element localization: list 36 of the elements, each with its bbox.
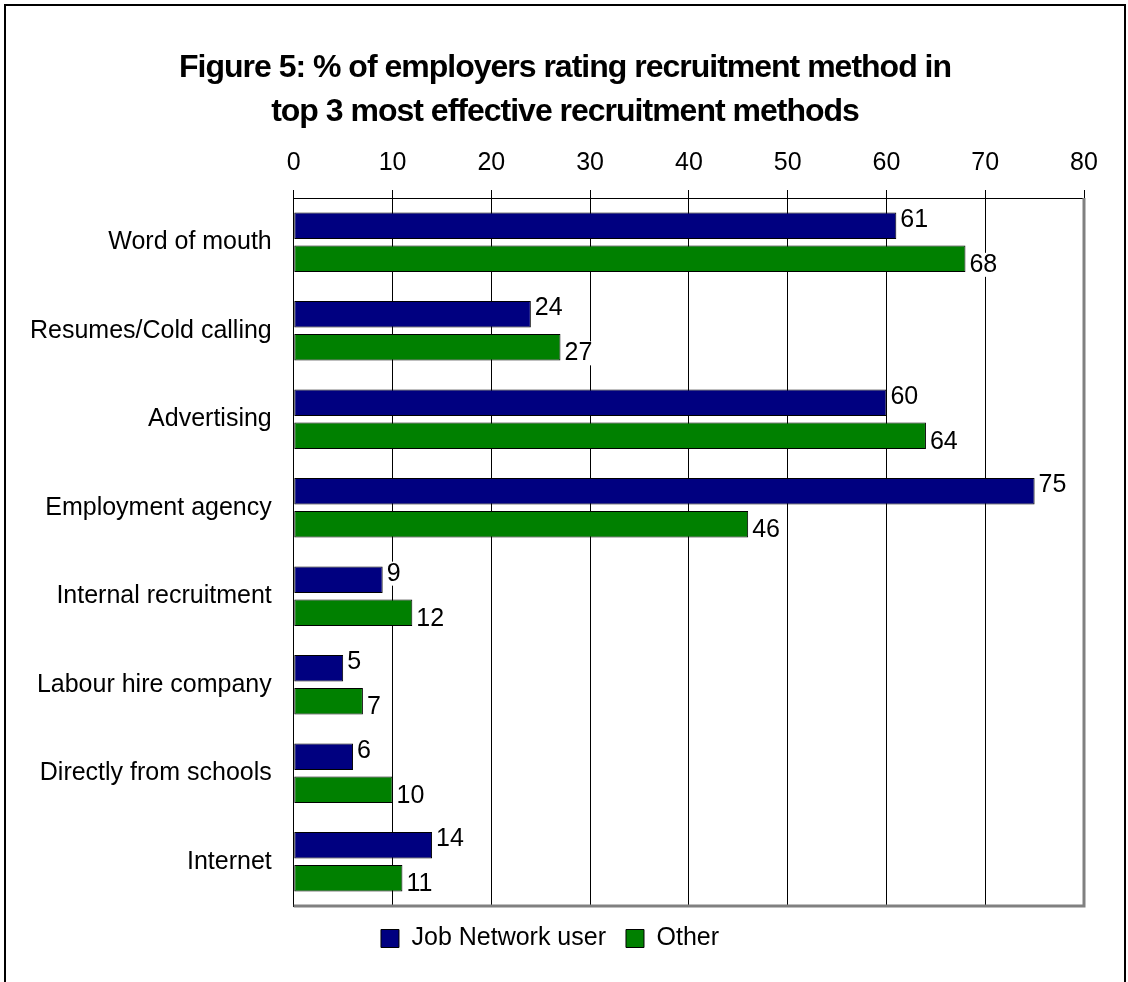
data-label: 5 (347, 646, 362, 675)
y-tick-label: Internet (186, 845, 272, 874)
y-tick-label: Internal recruitment (56, 580, 272, 609)
x-tick-label: 10 (378, 146, 407, 175)
y-tick-label: Labour hire company (36, 668, 273, 697)
data-label: 46 (752, 514, 780, 543)
data-label: 61 (900, 203, 929, 232)
data-label: 12 (416, 602, 445, 631)
y-tick-label: Advertising (148, 403, 272, 432)
legend-label: Other (656, 922, 720, 951)
y-tick-label: Directly from schools (39, 757, 272, 786)
legend-label: Job Network user (411, 922, 607, 951)
data-label: 10 (396, 779, 425, 808)
y-tick-label: Employment agency (45, 491, 273, 520)
data-label: 75 (1038, 469, 1067, 498)
y-tick-label: Word of mouth (108, 226, 272, 255)
x-tick-label: 80 (1070, 146, 1098, 175)
data-label: 27 (564, 337, 593, 366)
x-tick-label: 70 (971, 146, 1000, 175)
x-tick-label: 60 (872, 146, 901, 175)
data-label: 7 (366, 691, 381, 720)
data-label: 6 (357, 734, 371, 763)
x-tick-label: 0 (286, 146, 301, 175)
y-tick-label: Resumes/Cold calling (29, 314, 272, 343)
x-tick-label: 40 (674, 146, 703, 175)
data-label: 60 (890, 380, 919, 409)
x-tick-label: 30 (576, 146, 605, 175)
x-tick-label: 50 (773, 146, 802, 175)
data-label: 68 (969, 248, 998, 277)
x-tick-label: 20 (477, 146, 506, 175)
data-label: 14 (436, 823, 464, 852)
chart-title: Figure 5: % of employers rating recruitment method in top 3 most effective recruitment methods (178, 47, 952, 130)
data-label: 11 (406, 868, 433, 897)
data-label: 24 (534, 292, 563, 321)
data-label: 9 (386, 557, 401, 586)
data-label: 64 (929, 425, 958, 454)
